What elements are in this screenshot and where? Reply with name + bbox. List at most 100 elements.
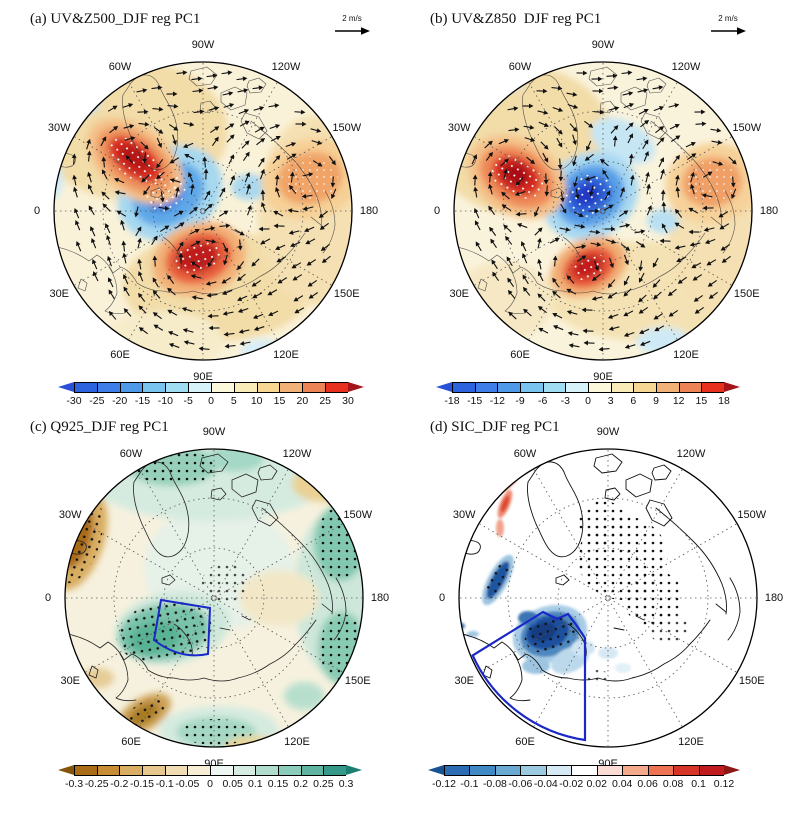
colorbar-segment <box>520 382 543 393</box>
lon-label-90W: 90W <box>596 426 620 438</box>
colorbar-segment <box>256 382 280 393</box>
colorbar-segment <box>673 765 699 776</box>
lon-label-120W: 120W <box>671 61 701 74</box>
lon-label-180: 180 <box>359 205 379 217</box>
colorbar-tick-label: -25 <box>89 395 105 407</box>
colorbar-segment <box>610 382 634 393</box>
colorbar-tick-label: -0.25 <box>84 778 109 790</box>
colorbar-tick-label: -0.06 <box>508 778 533 790</box>
colorbar-tick-label: 9 <box>653 395 659 407</box>
colorbar-left-arrow-icon <box>428 765 444 775</box>
colorbar-b: -18 -15 -12 -9 -6 -3 0 3 6 9 12 15 18 <box>436 382 741 410</box>
colorbar-segment <box>469 765 495 776</box>
colorbar-tick-label: -0.15 <box>130 778 154 790</box>
colorbar-tick-label: 0.12 <box>713 778 735 790</box>
colorbar-tick-label: -15 <box>134 395 151 407</box>
wind-vector-field <box>71 70 337 352</box>
lon-label-90W: 90W <box>202 426 226 438</box>
lon-label-60E: 60E <box>510 348 530 361</box>
colorbar-tick-label: 12 <box>672 395 685 407</box>
colorbar-tick-label: 10 <box>250 395 263 407</box>
vector-scale-b: 2 m/s <box>706 14 750 41</box>
lon-label-30W: 30W <box>447 122 471 134</box>
lon-label-60E: 60E <box>121 735 141 748</box>
sic-map <box>458 448 758 748</box>
lon-label-150E: 150E <box>344 675 371 687</box>
colorbar-segment <box>444 765 470 776</box>
lon-label-30E: 30E <box>49 288 70 300</box>
barents-kara-box <box>152 598 212 657</box>
colorbar-left-arrow-icon <box>58 765 74 775</box>
lon-label-120W: 120W <box>676 448 706 461</box>
colorbar-strip <box>58 765 363 776</box>
colorbar-tick-label: 0 <box>207 778 213 790</box>
colorbar-segment <box>633 382 657 393</box>
map-panel-a: 90W 120W 150W 180 150E 120E 90E 60E 30E 0 30W 60W <box>13 39 393 383</box>
colorbar-tick-label: 25 <box>319 395 331 407</box>
colorbar-tick-label: 15 <box>273 395 286 407</box>
map-panel-b: 90W 120W 150W 180 150E 120E 90E 60E 30E 0 30W 60W <box>413 39 793 383</box>
colorbar-tick-label: 0.15 <box>267 778 289 790</box>
colorbar-tick-label: -15 <box>467 395 483 407</box>
lon-label-30W: 30W <box>452 509 476 521</box>
colorbar-segment <box>279 382 303 393</box>
colorbar-segment <box>452 382 475 393</box>
lon-label-0: 0 <box>433 205 441 217</box>
lon-label-90E: 90E <box>193 371 213 383</box>
colorbar-tick-label: -0.1 <box>155 778 174 790</box>
colorbar-ticks: -30 -25 -20 -15 -10 -5 0 5 10 15 20 25 30 <box>58 393 364 407</box>
lon-label-120W: 120W <box>282 448 312 461</box>
colorbar-tick-label: 20 <box>296 395 309 407</box>
colorbar-tick-label: 0.2 <box>293 778 308 790</box>
map-boundary <box>458 448 758 748</box>
lon-label-150W: 150W <box>343 509 373 521</box>
colorbar-left-arrow-icon <box>58 382 74 392</box>
colorbar-right-arrow-icon <box>723 765 740 775</box>
colorbar-segment <box>187 765 211 776</box>
colorbar-tick-label: 6 <box>630 395 637 407</box>
colorbar-segment <box>497 382 521 393</box>
colorbar-tick-label: 0.05 <box>222 778 243 790</box>
colorbar-segment <box>678 382 702 393</box>
colorbar-segment <box>142 382 166 393</box>
colorbar-segment <box>210 765 233 776</box>
lon-label-60W: 60W <box>508 61 532 74</box>
colorbar-tick-label: 18 <box>718 395 730 407</box>
colorbar-tick-label: -0.04 <box>533 778 558 790</box>
colorbar-segment <box>565 382 589 393</box>
lon-label-0: 0 <box>438 592 446 604</box>
lon-label-30E: 30E <box>454 675 475 687</box>
lon-label-0: 0 <box>44 592 52 604</box>
colorbar-segment <box>96 765 120 776</box>
colorbar-c: -0.3 -0.25 -0.2 -0.15 -0.1 -0.05 0 0.05 0.1 0.15 0… <box>58 765 363 793</box>
z500-map <box>53 61 353 361</box>
panel-d-title: (d) SIC_DJF reg PC1 <box>430 419 560 435</box>
colorbar-segment <box>622 765 648 776</box>
lon-label-120E: 120E <box>284 735 310 748</box>
barents-kara-sector-box <box>471 610 587 742</box>
colorbar-segment <box>701 382 725 393</box>
colorbar-segment <box>119 382 143 393</box>
colorbar-segment <box>142 765 165 776</box>
significance-stippling <box>107 137 338 275</box>
colorbar-ticks: -0.3 -0.25 -0.2 -0.15 -0.1 -0.05 0 0.05 0.1 0.15 0… <box>58 776 362 790</box>
reference-arrow-icon <box>335 27 370 35</box>
colorbar-segment <box>74 382 97 393</box>
lon-label-120E: 120E <box>678 735 704 748</box>
colorbar-tick-label: -6 <box>537 395 548 407</box>
colorbar-left-arrow-icon <box>436 382 452 392</box>
colorbar-ticks: -18 -15 -12 -9 -6 -3 0 3 6 9 12 15 18 <box>436 393 740 407</box>
significance-stippling <box>490 155 738 281</box>
colorbar-segment <box>588 382 611 393</box>
map-boundary <box>453 61 753 361</box>
colorbar-segment <box>596 765 623 776</box>
colorbar-segment <box>232 765 256 776</box>
lon-label-150E: 150E <box>738 675 765 687</box>
colorbar-tick-label: -9 <box>515 395 525 407</box>
lon-label-60W: 60W <box>119 448 143 461</box>
colorbar-segment <box>656 382 679 393</box>
lon-label-120W: 120W <box>271 61 301 74</box>
colorbar-strip <box>58 382 364 393</box>
lon-label-120E: 120E <box>273 348 299 361</box>
